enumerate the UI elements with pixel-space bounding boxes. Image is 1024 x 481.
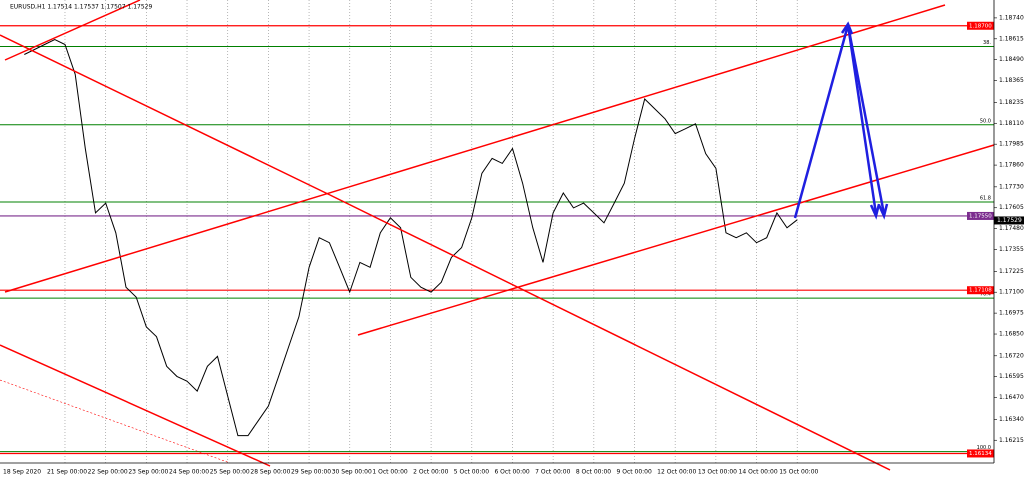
price-level-label: 1.16134 xyxy=(969,451,992,457)
x-tick-label: 22 Sep 00:00 xyxy=(88,469,128,476)
y-tick-label: 1.16470 xyxy=(999,394,1024,401)
fib-label: 61.8 xyxy=(980,196,991,202)
trend-line xyxy=(4,0,141,61)
price-level-tag xyxy=(967,21,994,30)
axes: 1.18740 1.18615 1.18490 1.18365 1.18235 1.181… xyxy=(3,14,1024,476)
y-tick-label: 1.17605 xyxy=(999,204,1024,211)
arrow-head xyxy=(877,203,889,220)
bid-tag xyxy=(994,216,1024,225)
trend-line xyxy=(0,379,231,464)
forecast-arrows xyxy=(793,21,889,220)
x-tick-label: 23 Sep 00:00 xyxy=(128,469,168,476)
y-tick-label: 1.17225 xyxy=(999,268,1024,275)
price-level-tag xyxy=(967,211,994,220)
x-tick-label: 14 Oct 00:00 xyxy=(739,469,778,476)
trend-line xyxy=(329,194,891,471)
fib-label: 38. xyxy=(983,40,991,46)
price-level-tag xyxy=(967,449,994,458)
arrow xyxy=(846,24,886,215)
y-tick-label: 1.18615 xyxy=(999,35,1024,42)
fib-label: 100.0 xyxy=(977,445,991,451)
x-tick-label: 30 Sep 00:00 xyxy=(332,469,372,476)
y-tick-label: 1.17860 xyxy=(999,162,1024,169)
y-tick-label: 1.18740 xyxy=(999,14,1024,21)
price-line xyxy=(24,39,798,437)
price-level-label: 1.18700 xyxy=(969,23,992,29)
y-tick-label: 1.18110 xyxy=(999,120,1024,127)
fib-label: 76.4 xyxy=(980,292,991,298)
arrow-head xyxy=(869,203,881,220)
y-tick-label: 1.18235 xyxy=(999,99,1024,106)
y-tick-label: 1.16215 xyxy=(999,437,1024,444)
y-tick-label: 1.17480 xyxy=(999,225,1024,232)
levels: 38. 50.0 61.8 76.4 100.0 1.18700 1.17550 1.1710… xyxy=(0,21,994,458)
arrow-head xyxy=(840,21,854,35)
price-level-label: 1.17108 xyxy=(969,288,992,294)
fib-label: 50.0 xyxy=(980,118,991,124)
x-tick-label: 7 Oct 00:00 xyxy=(535,469,570,476)
y-tick-label: 1.18490 xyxy=(999,56,1024,63)
x-tick-label: 8 Oct 00:00 xyxy=(576,469,611,476)
x-tick-label: 15 Oct 00:00 xyxy=(779,469,818,476)
y-tick-label: 1.17730 xyxy=(999,183,1024,190)
grid xyxy=(64,0,798,463)
price-level-label: 1.17550 xyxy=(969,213,992,219)
x-tick-label: 28 Sep 00:00 xyxy=(250,469,290,476)
x-tick-label: 18 Sep 2020 xyxy=(3,469,41,476)
trend-line xyxy=(0,344,271,467)
x-tick-label: 9 Oct 00:00 xyxy=(617,469,652,476)
y-tick-label: 1.17985 xyxy=(999,141,1024,148)
x-tick-label: 13 Oct 00:00 xyxy=(698,469,737,476)
chart-title: EURUSD,H1 1.17514 1.17537 1.17507 1.1752… xyxy=(10,4,152,11)
x-tick-label: 1 Oct 00:00 xyxy=(372,469,407,476)
y-tick-label: 1.16975 xyxy=(999,310,1024,317)
trend-line xyxy=(357,144,995,336)
trend-line xyxy=(4,4,946,293)
x-tick-label: 5 Oct 00:00 xyxy=(454,469,489,476)
y-tick-label: 1.16850 xyxy=(999,331,1024,338)
y-tick-label: 1.18365 xyxy=(999,77,1024,84)
x-tick-label: 25 Sep 00:00 xyxy=(210,469,250,476)
price-level-tag xyxy=(967,286,994,295)
y-tick-label: 1.16340 xyxy=(999,416,1024,423)
y-tick-label: 1.17355 xyxy=(999,246,1024,253)
x-tick-label: 21 Sep 00:00 xyxy=(47,469,87,476)
x-tick-label: 29 Sep 00:00 xyxy=(291,469,331,476)
y-tick-label: 1.16595 xyxy=(999,373,1024,380)
x-tick-label: 6 Oct 00:00 xyxy=(494,469,529,476)
y-tick-label: 1.16720 xyxy=(999,352,1024,359)
x-tick-label: 24 Sep 00:00 xyxy=(169,469,209,476)
bid-label: 1.17529 xyxy=(997,217,1022,224)
drawings xyxy=(0,0,995,471)
y-tick-label: 1.17100 xyxy=(999,289,1024,296)
price xyxy=(24,39,798,437)
x-tick-label: 12 Oct 00:00 xyxy=(657,469,696,476)
trend-line xyxy=(0,34,331,196)
x-tick-label: 2 Oct 00:00 xyxy=(413,469,448,476)
